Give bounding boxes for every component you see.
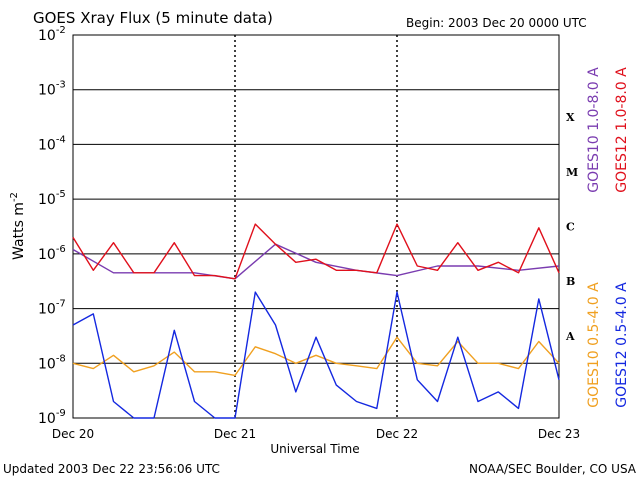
y-tick-label: 10-8 xyxy=(38,353,66,372)
flare-class-label: B xyxy=(566,275,575,288)
x-tick-label: Dec 20 xyxy=(52,427,94,441)
legend-label: GOES10 0.5-4.0 A xyxy=(586,282,602,408)
plot-frame xyxy=(72,34,560,419)
legend-item: GOES12 1.0-8.0 A xyxy=(614,67,630,193)
y-axis-label: Watts m xyxy=(11,202,27,260)
x-axis-title: Universal Time xyxy=(270,442,359,456)
x-tick-label: Dec 23 xyxy=(538,427,580,441)
chart-title: GOES Xray Flux (5 minute data) xyxy=(33,9,273,27)
flare-class-label: M xyxy=(566,166,578,179)
legend-item: GOES10 1.0-8.0 A xyxy=(586,67,602,193)
updated-label: Updated 2003 Dec 22 23:56:06 UTC xyxy=(3,462,220,476)
y-tick-label: 10-4 xyxy=(38,134,66,153)
y-tick-label: 10-7 xyxy=(38,299,66,318)
y-tick-label: 10-6 xyxy=(38,244,66,263)
x-tick-labels: Dec 20 Dec 21 Dec 22 Dec 23 xyxy=(52,427,580,441)
flare-class-label: A xyxy=(565,330,575,343)
y-tick-label: 10-3 xyxy=(38,80,66,99)
legend: GOES10 1.0-8.0 A GOES12 1.0-8.0 A GOES10 0… xyxy=(586,67,630,408)
legend-item: GOES12 0.5-4.0 A xyxy=(614,282,630,408)
x-tick-label: Dec 21 xyxy=(214,427,256,441)
y-tick-label: 10-2 xyxy=(38,25,66,44)
credit-label: NOAA/SEC Boulder, CO USA xyxy=(469,462,637,476)
legend-label: GOES12 1.0-8.0 A xyxy=(614,67,630,193)
y-tick-label: 10-5 xyxy=(38,189,66,208)
series-line xyxy=(72,336,560,377)
grid xyxy=(73,34,559,419)
flare-class-label: X xyxy=(566,111,575,124)
series-line xyxy=(72,291,560,419)
legend-label: GOES12 0.5-4.0 A xyxy=(614,282,630,408)
series-lines xyxy=(72,223,560,419)
legend-item: GOES10 0.5-4.0 A xyxy=(586,282,602,408)
y-axis-label-sup: -2 xyxy=(9,192,20,202)
series-line xyxy=(72,243,560,280)
y-tick-label: 10-9 xyxy=(38,408,66,427)
y-axis-title: Watts m-2 xyxy=(9,192,27,260)
begin-label: Begin: 2003 Dec 20 0000 UTC xyxy=(406,16,587,30)
series-line xyxy=(72,223,560,280)
x-tick-label: Dec 22 xyxy=(376,427,418,441)
legend-label: GOES10 1.0-8.0 A xyxy=(586,67,602,193)
flare-class-labels: X M C B A xyxy=(565,111,578,343)
y-tick-labels: 10-2 10-3 10-4 10-5 10-6 10-7 10-8 10-9 xyxy=(38,25,66,427)
svg-text:Watts m-2: Watts m-2 xyxy=(9,192,27,260)
flare-class-label: C xyxy=(566,221,575,234)
